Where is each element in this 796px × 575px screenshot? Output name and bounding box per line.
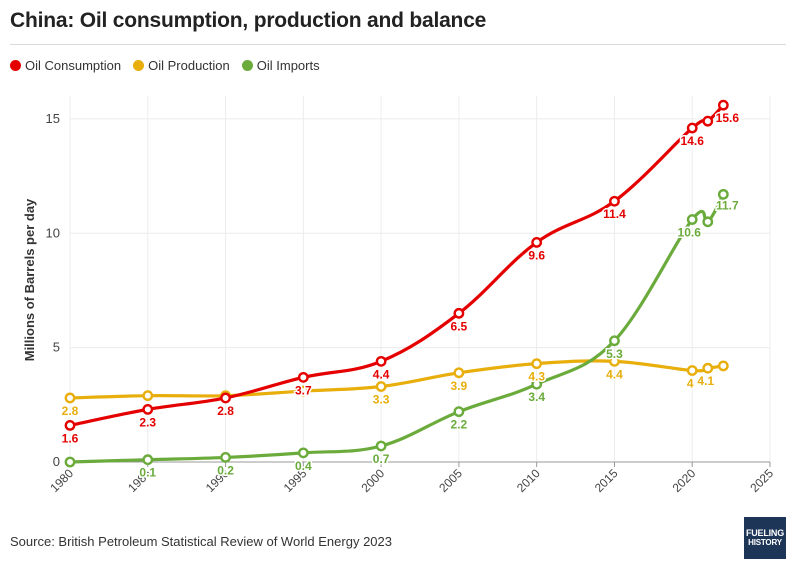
data-point-consumption[interactable] <box>375 355 387 367</box>
data-point-consumption[interactable] <box>702 115 714 127</box>
data-label-production: 4.4 <box>606 367 623 381</box>
data-label-production: 4.3 <box>528 370 545 384</box>
legend-label-consumption: Oil Consumption <box>25 58 122 73</box>
data-point-imports[interactable] <box>702 216 714 228</box>
y-tick-label: 5 <box>53 340 60 355</box>
data-label-imports: 11.7 <box>716 198 739 212</box>
data-label-imports: 0.2 <box>217 463 234 477</box>
logo-line-1: FUELING <box>745 528 785 538</box>
y-tick-label: 15 <box>46 111 60 126</box>
data-point-production[interactable] <box>64 392 76 404</box>
legend-swatch-production <box>133 60 145 71</box>
data-point-production[interactable] <box>609 355 620 367</box>
legend-item-consumption[interactable]: Oil Consumption <box>10 58 121 73</box>
data-label-consumption: 14.6 <box>681 134 705 148</box>
data-point-production[interactable] <box>702 362 714 374</box>
data-point-consumption[interactable] <box>220 392 231 404</box>
x-tick-label: 2015 <box>592 466 621 495</box>
data-point-production[interactable] <box>717 360 729 372</box>
data-point-imports[interactable] <box>717 188 729 200</box>
data-point-imports[interactable] <box>142 454 154 466</box>
legend-item-production[interactable]: Oil Production <box>133 58 230 73</box>
data-label-consumption: 9.6 <box>528 248 545 262</box>
data-label-consumption: 1.6 <box>62 431 79 445</box>
fueling-history-logo: FUELING HISTORY <box>744 517 786 559</box>
data-point-consumption[interactable] <box>64 419 76 431</box>
data-point-production[interactable] <box>142 390 154 402</box>
data-label-production: 2.8 <box>62 404 79 418</box>
data-label-imports: 5.3 <box>606 347 623 361</box>
data-point-consumption[interactable] <box>531 236 543 248</box>
x-tick-label: 2000 <box>358 466 387 495</box>
y-axis-label: Millions of Barrels per day <box>22 198 37 361</box>
source-note: Source: British Petroleum Statistical Re… <box>10 534 392 549</box>
data-point-imports[interactable] <box>531 378 543 390</box>
data-point-imports[interactable] <box>609 335 620 347</box>
grid-layer <box>69 96 771 462</box>
data-label-consumption: 2.8 <box>217 404 234 418</box>
data-point-production[interactable] <box>531 358 543 370</box>
y-tick-label: 10 <box>46 225 60 240</box>
data-label-imports: 0.1 <box>139 466 156 480</box>
data-point-consumption[interactable] <box>609 195 620 207</box>
data-label-production: 4 <box>687 377 694 391</box>
data-point-consumption[interactable] <box>717 99 729 111</box>
title-divider <box>10 44 786 45</box>
chart-legend: Oil Consumption Oil Production Oil Impor… <box>10 58 320 73</box>
legend-swatch-consumption <box>10 60 21 71</box>
logo-line-2: HISTORY <box>748 538 782 547</box>
data-label-consumption: 2.3 <box>139 415 156 429</box>
data-label-consumption: 3.7 <box>295 383 312 397</box>
data-label-imports: 2.2 <box>451 418 468 432</box>
data-label-consumption: 11.4 <box>603 207 626 221</box>
data-label-imports: 0.7 <box>373 452 390 466</box>
data-point-imports[interactable] <box>686 214 698 225</box>
data-point-consumption[interactable] <box>453 307 465 319</box>
chart-title: China: Oil consumption, production and b… <box>10 9 487 32</box>
data-point-production[interactable] <box>453 367 465 379</box>
series-layer <box>64 99 729 468</box>
data-point-consumption[interactable] <box>142 403 154 415</box>
legend-swatch-imports <box>241 60 253 71</box>
x-tick-label: 2025 <box>747 466 776 495</box>
legend-label-production: Oil Production <box>148 58 230 73</box>
data-label-production: 3.3 <box>373 393 390 407</box>
data-label-production: 3.9 <box>451 379 468 393</box>
data-point-imports[interactable] <box>220 452 231 463</box>
data-label-imports: 3.4 <box>528 390 545 404</box>
series-line-consumption[interactable] <box>68 103 725 427</box>
series-line-production[interactable] <box>68 359 725 400</box>
legend-item-imports[interactable]: Oil Imports <box>241 58 320 73</box>
x-tick-label: 2005 <box>436 466 465 495</box>
data-label-consumption: 4.4 <box>373 367 390 381</box>
data-point-production[interactable] <box>297 385 309 397</box>
data-point-imports[interactable] <box>64 456 76 468</box>
data-point-production[interactable] <box>686 365 698 376</box>
data-label-consumption: 6.5 <box>451 319 468 333</box>
data-label-imports: 10.6 <box>678 226 702 240</box>
data-point-consumption[interactable] <box>686 122 698 134</box>
data-point-consumption[interactable] <box>297 371 309 383</box>
x-tick-label: 1980 <box>47 466 76 495</box>
label-layer: 1.6 2.3 2.8 3.7 4.4 6.5 9.6 11.4 14.6 15.6 2.8 3.3 3… <box>60 110 741 482</box>
series-line-imports[interactable] <box>68 192 725 464</box>
data-label-production: 4.1 <box>697 374 714 388</box>
data-point-imports[interactable] <box>453 406 465 418</box>
data-point-imports[interactable] <box>297 447 309 459</box>
data-label-imports: 0.4 <box>295 459 312 473</box>
legend-label-imports: Oil Imports <box>256 58 320 73</box>
x-tick-label: 2010 <box>514 466 543 495</box>
data-point-production[interactable] <box>375 381 387 392</box>
data-label-consumption: 15.6 <box>716 111 740 125</box>
x-tick-label: 2020 <box>670 466 699 495</box>
data-point-imports[interactable] <box>375 440 387 452</box>
y-tick-label: 0 <box>53 454 60 469</box>
